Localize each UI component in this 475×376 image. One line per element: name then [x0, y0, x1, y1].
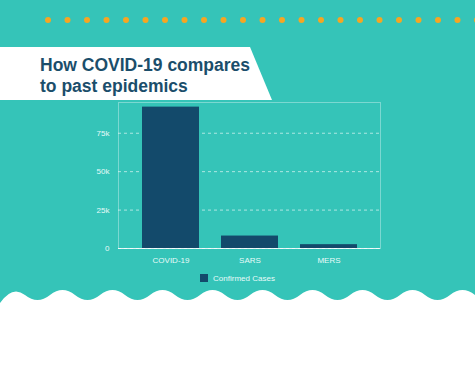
- svg-text:0: 0: [105, 244, 110, 253]
- svg-text:COVID-19: COVID-19: [153, 256, 190, 265]
- svg-text:25k: 25k: [97, 206, 111, 215]
- svg-text:50k: 50k: [97, 167, 111, 176]
- svg-text:MERS: MERS: [317, 256, 340, 265]
- svg-text:75k: 75k: [97, 129, 111, 138]
- html-text:How COVID-19 compares to past: How COVID-19 compares to past epidemics: [40, 55, 251, 96]
- svg-text:SARS: SARS: [239, 256, 261, 265]
- html-text:Confirmed Cases: Confirmed Cases: [213, 274, 275, 283]
